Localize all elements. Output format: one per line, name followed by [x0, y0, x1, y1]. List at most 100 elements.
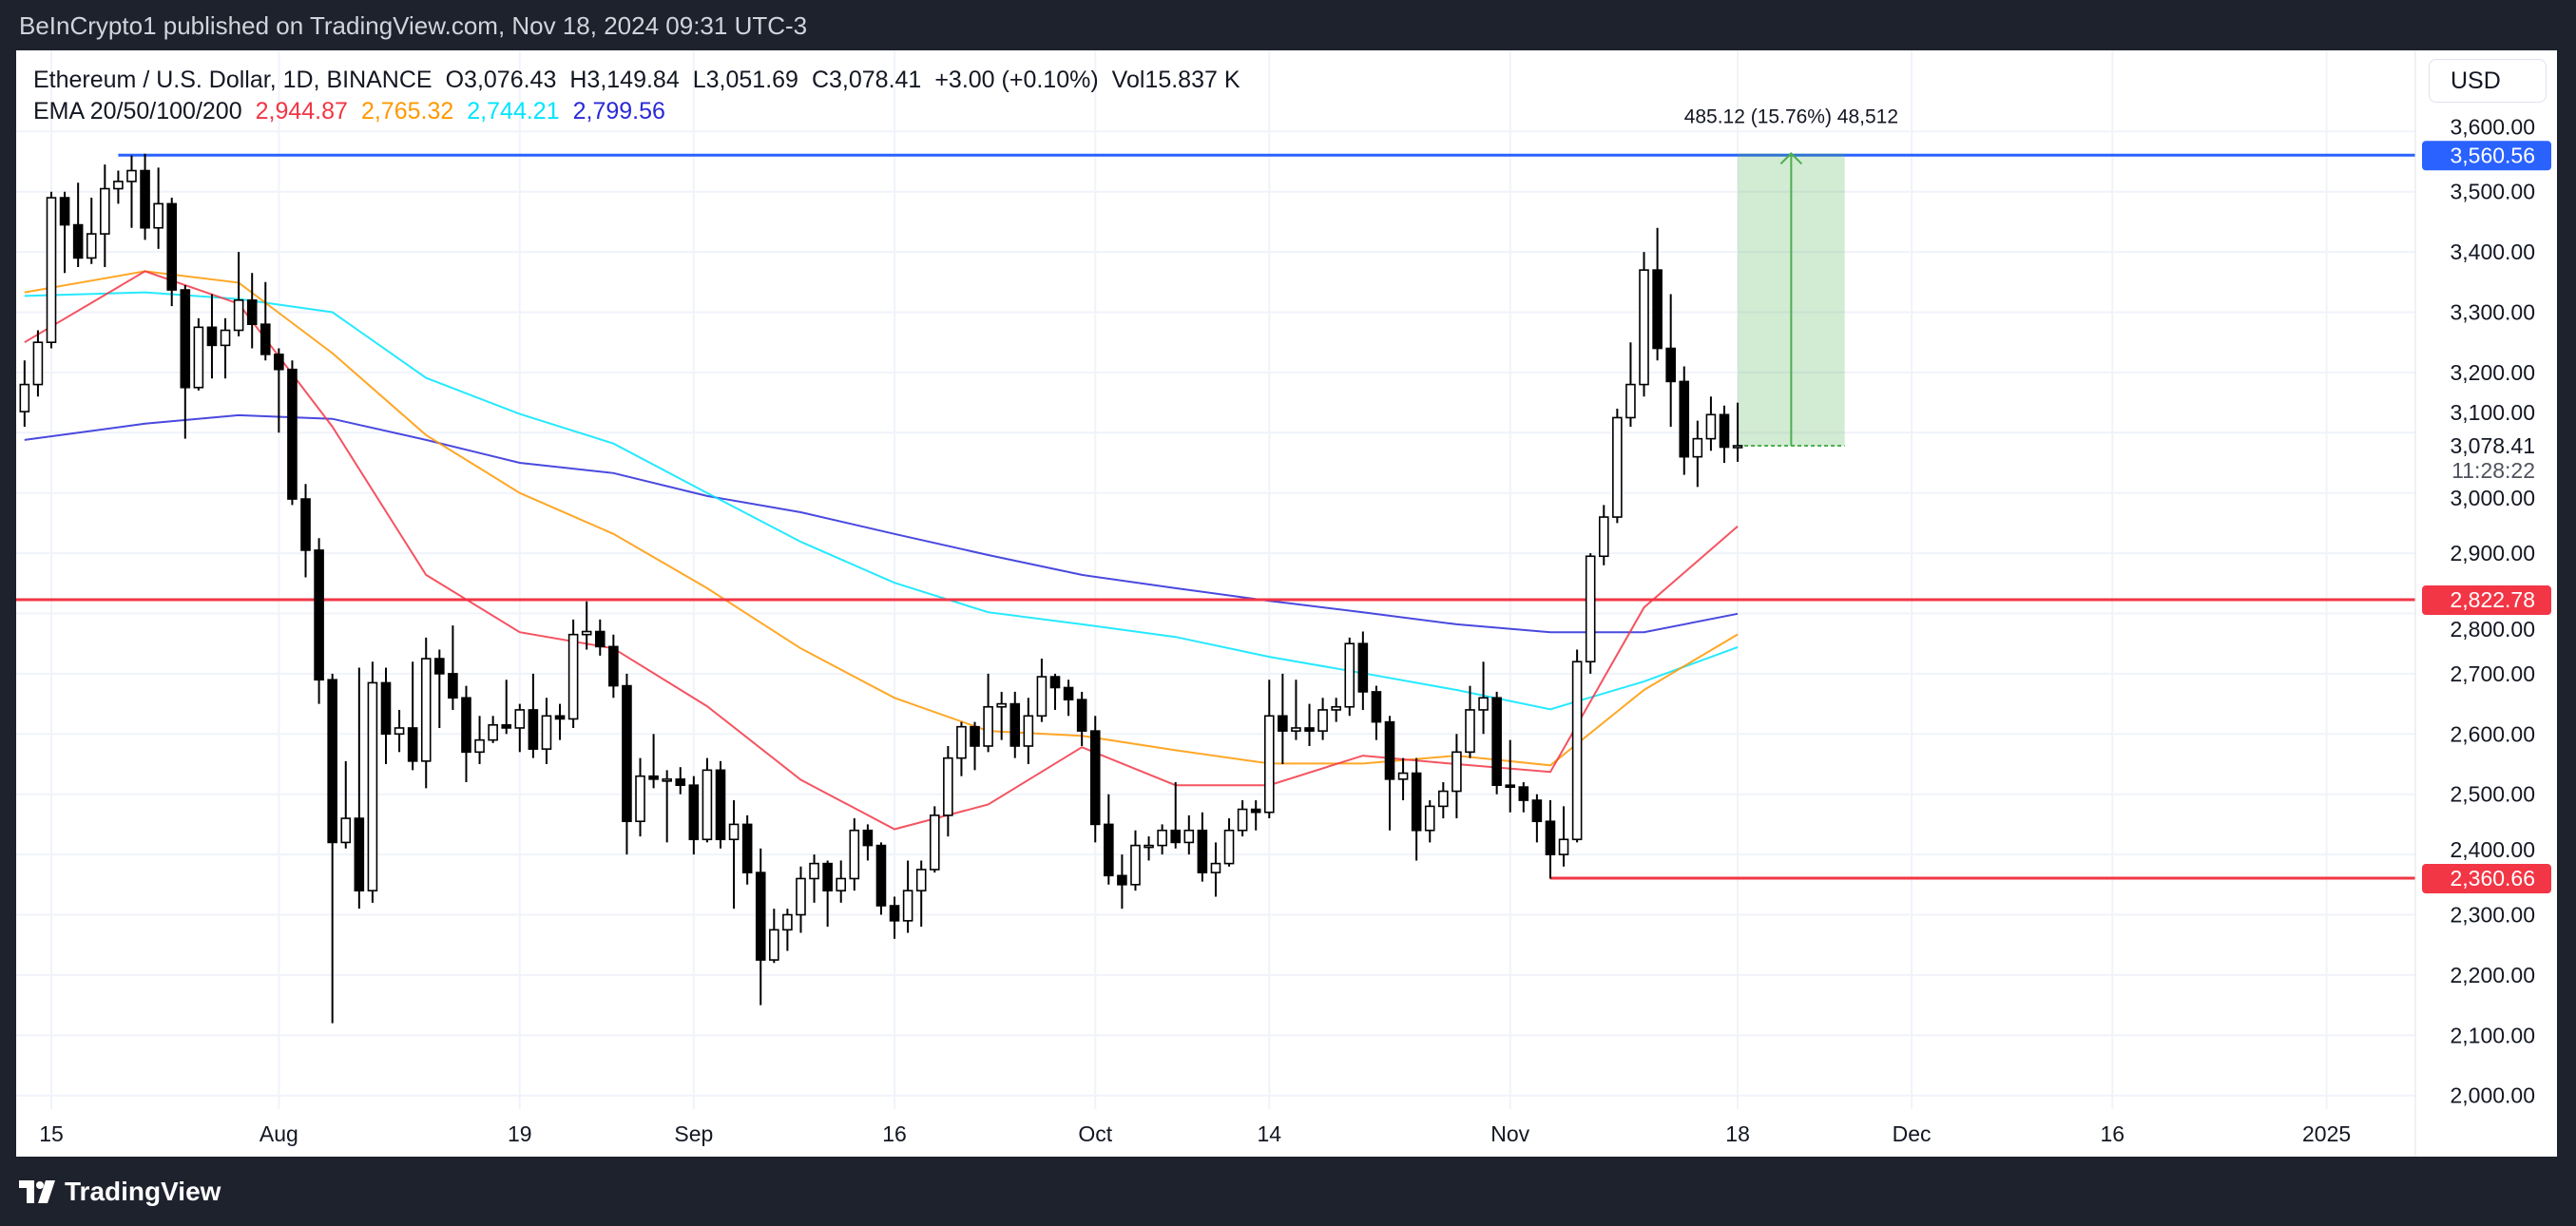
candle	[1705, 396, 1717, 451]
price-tick-label: 3,000.00	[2450, 486, 2535, 510]
candle-body-down	[875, 844, 887, 907]
candle-body-up	[1585, 555, 1596, 663]
candle	[715, 760, 726, 849]
candle-body-up	[394, 727, 405, 736]
candles	[19, 153, 1743, 1024]
candle	[1304, 703, 1315, 746]
candle	[594, 619, 606, 656]
symbol-title[interactable]: Ethereum / U.S. Dollar, 1D, BINANCE	[33, 67, 433, 93]
measure-tool: 485.12 (15.76%) 48,512	[1684, 105, 1898, 447]
candle-body-up	[809, 862, 819, 880]
candle	[635, 757, 645, 837]
candle	[675, 767, 686, 795]
candle-body-up	[902, 890, 913, 922]
candle-body-up	[514, 709, 526, 729]
candle-body-up	[233, 299, 244, 332]
candle	[1665, 294, 1676, 427]
ema100-value: 2,744.21	[467, 98, 560, 125]
price-tick-label: 2,600.00	[2450, 721, 2535, 746]
candle	[100, 164, 110, 267]
candle	[1117, 854, 1127, 910]
candle-body-down	[862, 829, 874, 847]
candle	[1558, 806, 1569, 867]
candle	[46, 191, 57, 349]
candle-body-up	[1344, 642, 1355, 708]
candle	[126, 155, 137, 228]
grid-lines	[16, 50, 2415, 1109]
candle-body-up	[567, 633, 579, 720]
candle	[1144, 836, 1154, 861]
candle-body-up	[488, 723, 498, 741]
measure-label: 485.12 (15.76%) 48,512	[1684, 105, 1898, 127]
candle	[1639, 252, 1649, 397]
candle-body-up	[1612, 416, 1623, 518]
candle	[1719, 405, 1730, 463]
candle	[474, 716, 485, 764]
candle-body-up	[153, 202, 163, 229]
candle	[1170, 782, 1182, 849]
candle-body-down	[1063, 686, 1074, 700]
candle	[113, 170, 124, 204]
candle	[1263, 680, 1275, 819]
candle-body-down	[246, 299, 258, 325]
candle-body-up	[849, 829, 860, 880]
candle	[1089, 716, 1101, 843]
candle-body-up	[367, 681, 378, 891]
candle-body-down	[274, 354, 284, 371]
candle	[755, 848, 766, 1006]
candle-body-up	[1157, 829, 1167, 847]
time-tick-label: 19	[508, 1121, 532, 1146]
time-tick-label: Nov	[1490, 1121, 1529, 1146]
ohlc-high: H3,149.84	[569, 67, 680, 93]
candle	[1210, 842, 1221, 897]
candle	[260, 281, 271, 361]
ema50-value: 2,765.32	[360, 98, 454, 125]
publisher-caption: BeInCrypto1 published on TradingView.com…	[19, 11, 808, 40]
candle-body-up	[1144, 844, 1154, 849]
ohlc-open: O3,076.43	[445, 67, 557, 93]
candle-body-down	[72, 223, 84, 259]
candle-body-down	[300, 498, 311, 551]
candle-body-up	[1598, 516, 1609, 558]
candle	[688, 776, 700, 855]
price-badge	[2422, 585, 2551, 616]
candle	[1598, 505, 1609, 565]
candle-body-up	[581, 630, 592, 636]
candle-body-down	[1505, 784, 1516, 788]
price-tick-label: 2,700.00	[2450, 661, 2535, 686]
candle-body-down	[1491, 697, 1502, 786]
candle	[1357, 631, 1369, 710]
candle	[367, 661, 378, 903]
candle-body-up	[1558, 838, 1569, 855]
price-badge	[2422, 864, 2551, 894]
candle	[1049, 673, 1061, 710]
candle	[1424, 800, 1435, 843]
candle-body-down	[287, 368, 298, 500]
candle	[809, 854, 819, 903]
candle-body-down	[59, 197, 70, 226]
candle	[554, 703, 566, 740]
candle-body-down	[1371, 691, 1382, 723]
candle-body-down	[461, 697, 471, 754]
candle-body-up	[769, 929, 779, 961]
candle-body-up	[1478, 697, 1489, 711]
candle-body-up	[929, 814, 940, 871]
last-price-badge	[2420, 426, 2553, 484]
ema-legend: EMA 20/50/100/200 2,944.87 2,765.32 2,744.2…	[33, 98, 679, 125]
candle	[314, 538, 324, 704]
candle-body-up	[126, 169, 137, 182]
ema-title[interactable]: EMA 20/50/100/200	[33, 98, 242, 125]
candle	[1076, 691, 1087, 746]
candle-body-down	[1384, 720, 1395, 780]
candle	[1478, 661, 1489, 735]
candle-body-up	[1237, 808, 1248, 832]
time-tick-label: Sep	[674, 1121, 713, 1146]
candle	[782, 909, 793, 951]
candle	[72, 182, 84, 267]
candle-body-up	[1223, 829, 1235, 865]
tradingview-logo[interactable]: TradingView	[19, 1177, 221, 1207]
currency-button[interactable]: USD	[2429, 59, 2547, 103]
candle	[1036, 659, 1048, 722]
